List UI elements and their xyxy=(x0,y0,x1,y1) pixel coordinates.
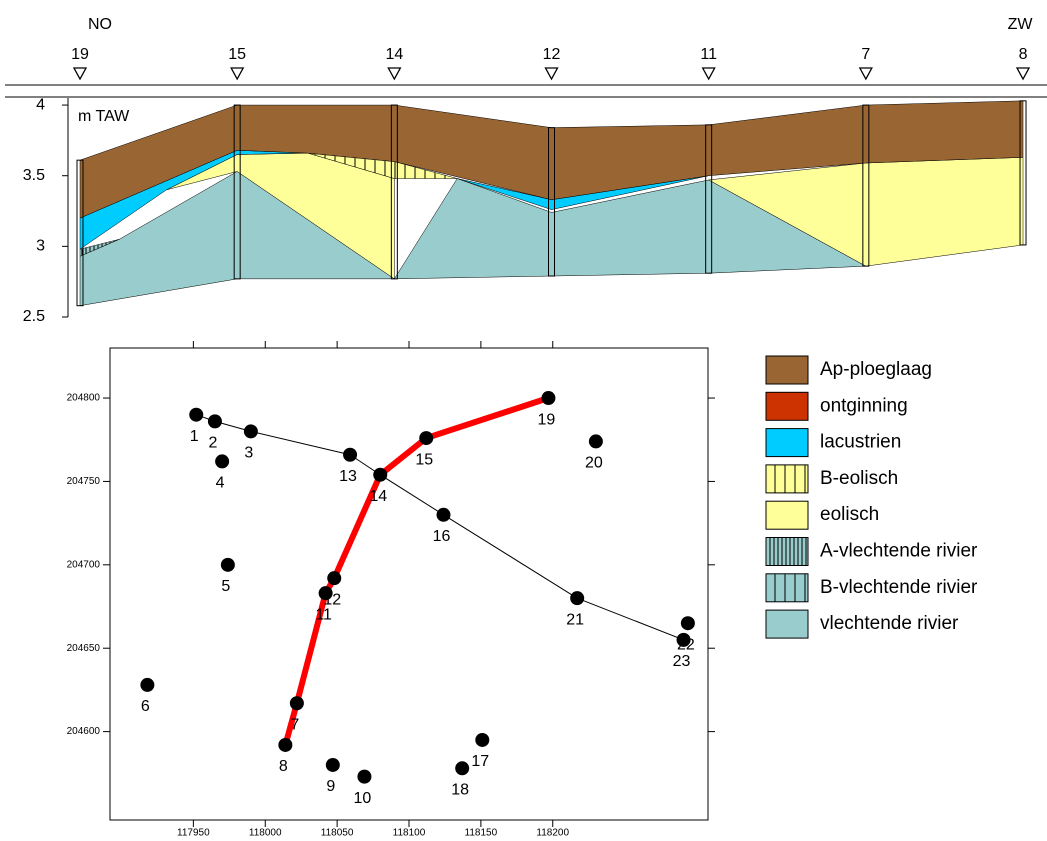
y-tick-label: 204800 xyxy=(67,393,101,404)
borehole-marker xyxy=(231,68,243,79)
point-label: 23 xyxy=(673,653,691,670)
borehole-point xyxy=(208,414,222,428)
borehole-point xyxy=(140,678,154,692)
point-label: 21 xyxy=(566,611,584,628)
borehole-point xyxy=(677,633,691,647)
point-label: 16 xyxy=(433,528,451,545)
legend-label: B-vlechtende rivier xyxy=(820,577,978,598)
borehole-point xyxy=(589,434,603,448)
legend-label: Ap-ploeglaag xyxy=(820,359,932,380)
y-tick-label: 2.5 xyxy=(23,308,45,325)
borehole-label: 8 xyxy=(1019,46,1028,63)
borehole-point xyxy=(278,738,292,752)
x-tick-label: 117950 xyxy=(177,828,210,839)
borehole-marker xyxy=(546,68,558,79)
y-tick-label: 4 xyxy=(36,96,45,113)
profile-line xyxy=(285,398,548,745)
point-label: 17 xyxy=(471,753,489,770)
borehole-marker xyxy=(860,68,872,79)
borehole-point xyxy=(221,558,235,572)
y-tick-label: 204650 xyxy=(67,643,101,654)
borehole-point xyxy=(475,733,489,747)
x-tick-label: 118000 xyxy=(249,828,282,839)
legend-swatch xyxy=(766,501,808,529)
point-label: 19 xyxy=(538,411,556,428)
borehole-point xyxy=(681,616,695,630)
direction-label: ZW xyxy=(1008,16,1034,33)
legend-swatch xyxy=(766,610,808,638)
borehole-point xyxy=(541,391,555,405)
borehole-point xyxy=(357,770,371,784)
y-tick-label: 204600 xyxy=(67,726,101,737)
x-tick-label: 118100 xyxy=(393,828,426,839)
point-label: 4 xyxy=(216,475,225,492)
borehole-point xyxy=(570,591,584,605)
borehole-label: 11 xyxy=(700,46,717,63)
x-tick-label: 118050 xyxy=(321,828,354,839)
borehole-point xyxy=(326,758,340,772)
borehole-label: 19 xyxy=(71,46,89,63)
x-tick-label: 118150 xyxy=(465,828,498,839)
borehole-point xyxy=(437,508,451,522)
y-tick-label: 3.5 xyxy=(23,167,45,184)
y-tick-label: 3 xyxy=(36,238,45,255)
borehole-label: 7 xyxy=(861,46,870,63)
point-label: 6 xyxy=(141,698,150,715)
legend-label: eolisch xyxy=(820,504,879,525)
point-label: 1 xyxy=(190,428,199,445)
point-label: 5 xyxy=(221,578,230,595)
point-label: 11 xyxy=(315,606,332,623)
direction-label: NO xyxy=(88,16,112,33)
point-label: 3 xyxy=(244,445,253,462)
borehole-marker xyxy=(388,68,400,79)
point-label: 8 xyxy=(279,758,288,775)
legend-swatch xyxy=(766,356,808,384)
x-tick-label: 118200 xyxy=(536,828,569,839)
point-label: 14 xyxy=(369,488,387,505)
borehole-point xyxy=(244,424,258,438)
point-label: 18 xyxy=(451,782,469,799)
y-tick-label: 204750 xyxy=(67,476,101,487)
legend-label: ontginning xyxy=(820,395,908,416)
legend-swatch xyxy=(766,429,808,457)
point-label: 20 xyxy=(585,455,603,472)
borehole-point xyxy=(215,454,229,468)
y-tick-label: 204700 xyxy=(67,559,101,570)
legend-label: B-eolisch xyxy=(820,468,898,489)
legend-label: A-vlechtende rivier xyxy=(820,541,978,562)
point-label: 15 xyxy=(415,451,433,468)
legend-swatch xyxy=(766,392,808,420)
legend-swatch xyxy=(766,538,808,566)
borehole-point xyxy=(327,571,341,585)
y-axis-label: m TAW xyxy=(78,108,130,125)
borehole-point xyxy=(290,696,304,710)
legend-label: lacustrien xyxy=(820,432,901,453)
point-label: 9 xyxy=(326,778,335,795)
borehole-label: 15 xyxy=(228,46,246,63)
borehole-label: 12 xyxy=(543,46,561,63)
borehole-point xyxy=(189,408,203,422)
legend-swatch xyxy=(766,465,808,493)
borehole-marker xyxy=(74,68,86,79)
borehole-label: 14 xyxy=(385,46,403,63)
legend-swatch xyxy=(766,574,808,602)
borehole-point xyxy=(419,431,433,445)
borehole-point xyxy=(455,761,469,775)
point-label: 10 xyxy=(354,790,372,807)
legend-label: vlechtende rivier xyxy=(820,613,959,634)
point-label: 12 xyxy=(323,591,341,608)
point-label: 2 xyxy=(208,435,217,452)
borehole-point xyxy=(373,468,387,482)
point-label: 7 xyxy=(290,716,299,733)
borehole-marker xyxy=(703,68,715,79)
borehole-marker xyxy=(1017,68,1029,79)
figure: NO ZW m TAW 2.533.54191514121178Ap-ploeg… xyxy=(0,0,1047,841)
borehole-point xyxy=(343,448,357,462)
point-label: 13 xyxy=(339,468,357,485)
